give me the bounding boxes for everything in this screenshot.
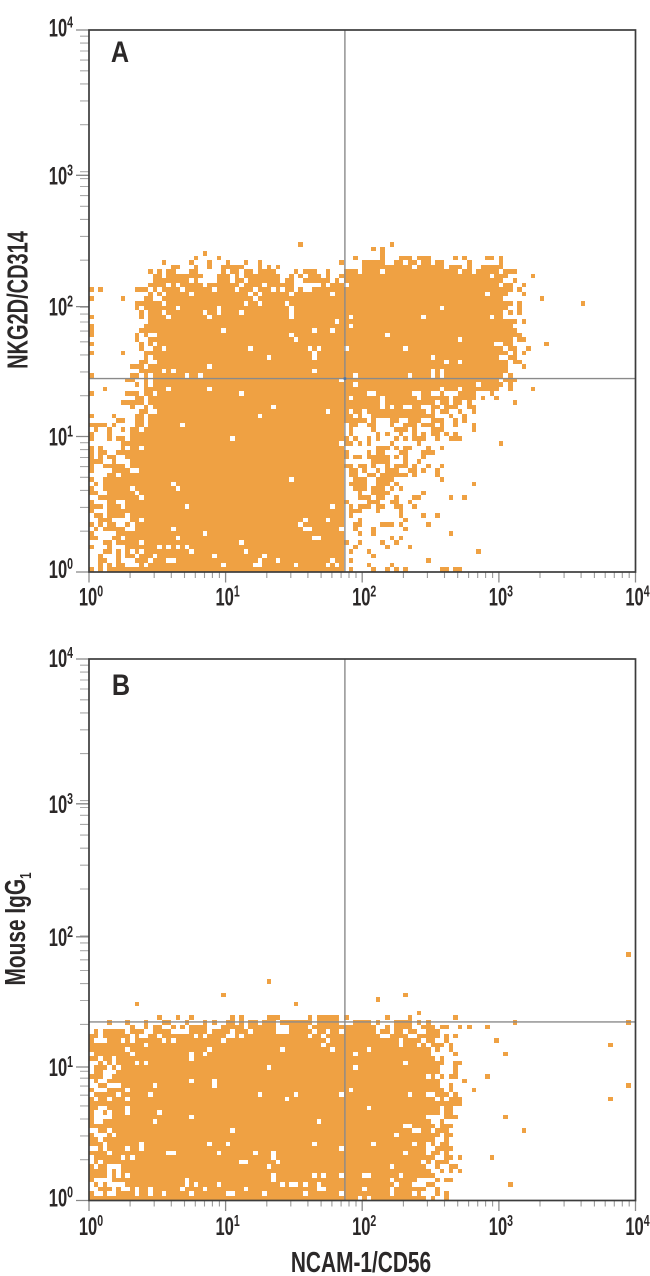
svg-text:NCAM-1/CD56: NCAM-1/CD56 bbox=[291, 1247, 431, 1276]
svg-text:Mouse IgG1: Mouse IgG1 bbox=[0, 872, 34, 985]
svg-text:102: 102 bbox=[352, 582, 376, 611]
svg-text:NKG2D/CD314: NKG2D/CD314 bbox=[2, 231, 35, 369]
svg-text:A: A bbox=[111, 35, 129, 69]
svg-text:104: 104 bbox=[49, 644, 74, 673]
svg-text:101: 101 bbox=[49, 1053, 74, 1082]
svg-text:B: B bbox=[112, 668, 130, 702]
